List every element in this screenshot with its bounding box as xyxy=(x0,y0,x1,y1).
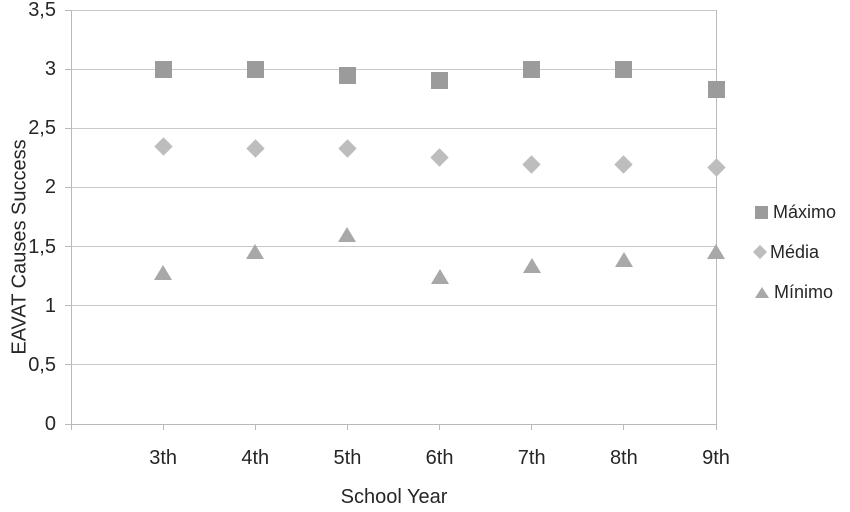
data-point-square xyxy=(615,60,633,78)
y-tick-label: 0 xyxy=(44,413,56,435)
x-axis-title: School Year xyxy=(340,486,448,508)
gridline xyxy=(71,246,716,248)
data-point-triangle xyxy=(246,243,265,259)
legend-label: Média xyxy=(770,241,820,262)
x-tick-mark xyxy=(254,424,256,430)
data-point-square xyxy=(154,60,172,78)
legend-label: Máximo xyxy=(773,201,837,222)
diamond-marker-icon xyxy=(752,244,768,260)
data-point-square xyxy=(338,66,356,84)
x-tick-label: 7th xyxy=(517,447,546,469)
y-tick-label: 3 xyxy=(44,58,56,81)
y-tick-mark xyxy=(65,364,71,366)
x-tick-label: 4th xyxy=(241,447,270,469)
y-axis-line xyxy=(71,10,72,430)
data-point-triangle xyxy=(614,252,633,268)
data-point-square xyxy=(523,60,541,78)
gridline xyxy=(71,305,716,307)
x-tick-label: 3th xyxy=(149,447,178,469)
y-tick-mark xyxy=(65,305,71,307)
data-point-triangle xyxy=(338,227,357,243)
data-point-square xyxy=(431,72,449,90)
data-point-diamond xyxy=(338,139,357,158)
y-tick-mark xyxy=(65,68,71,70)
x-axis-line xyxy=(65,424,716,425)
x-tick-mark xyxy=(162,424,164,430)
x-tick-label: 9th xyxy=(702,447,730,469)
x-tick-mark xyxy=(439,424,441,430)
x-tick-mark xyxy=(623,424,625,430)
y-tick-label: 0,5 xyxy=(28,353,56,376)
x-tick-label: 5th xyxy=(333,447,362,469)
gridline xyxy=(71,68,716,70)
gridline xyxy=(71,127,716,129)
data-point-diamond xyxy=(246,139,265,158)
x-tick-mark xyxy=(531,424,533,430)
data-point-triangle xyxy=(154,265,173,281)
y-tick-mark xyxy=(65,9,71,11)
legend-item: Máximo xyxy=(755,192,836,232)
x-tick-mark xyxy=(715,424,717,430)
x-tick-mark xyxy=(346,424,348,430)
legend-item: Média xyxy=(752,232,836,272)
y-tick-mark xyxy=(65,186,71,188)
y-tick-mark xyxy=(65,246,71,248)
x-tick-label: 6th xyxy=(425,447,454,469)
gridline xyxy=(71,9,716,11)
data-point-square xyxy=(707,80,725,98)
x-tick-label: 8th xyxy=(609,447,638,469)
gridline xyxy=(71,186,716,188)
legend-item: Mínimo xyxy=(755,272,836,312)
y-tick-mark xyxy=(65,127,71,129)
legend-label: Mínimo xyxy=(774,281,834,302)
data-point-diamond xyxy=(614,155,634,175)
y-tick-label: 3,5 xyxy=(28,0,56,21)
data-point-triangle xyxy=(430,268,449,284)
y-tick-label: 1,5 xyxy=(28,235,56,258)
data-point-diamond xyxy=(522,155,541,175)
plot-right-border xyxy=(716,10,717,430)
y-tick-label: 2,5 xyxy=(28,117,56,140)
gridline xyxy=(71,364,716,366)
data-point-square xyxy=(246,60,264,78)
data-point-diamond xyxy=(430,148,449,168)
data-point-diamond xyxy=(706,158,726,177)
y-tick-label: 2 xyxy=(44,176,56,199)
legend: Máximo Média Mínimo xyxy=(752,192,836,312)
data-point-diamond xyxy=(153,136,173,156)
y-tick-label: 1 xyxy=(44,294,56,317)
data-point-triangle xyxy=(707,243,725,259)
data-point-triangle xyxy=(522,257,541,273)
triangle-marker-icon xyxy=(755,286,769,298)
square-marker-icon xyxy=(755,205,768,219)
